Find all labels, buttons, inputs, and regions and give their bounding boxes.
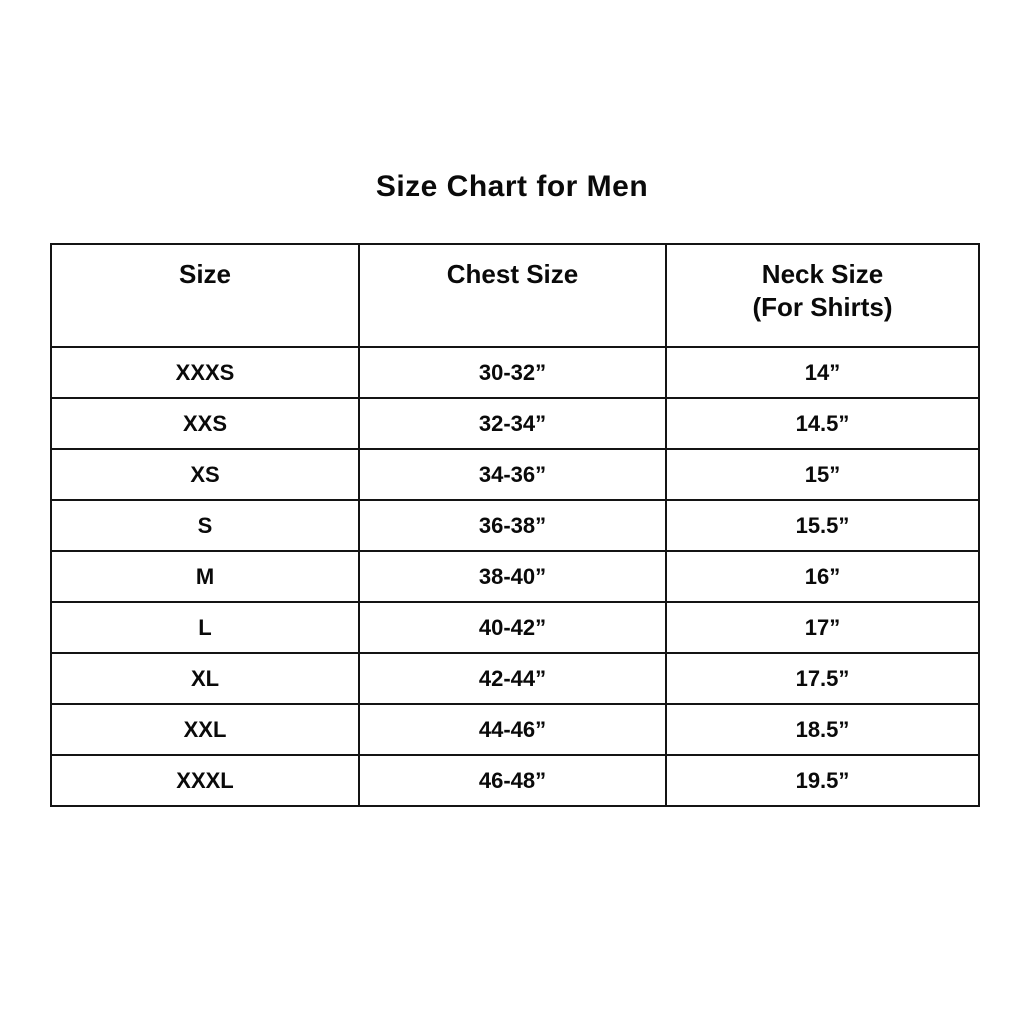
size-cell: XXXL bbox=[50, 754, 360, 807]
column-header-size-label: Size bbox=[178, 259, 232, 289]
table-row: XS 34-36” 15” bbox=[50, 448, 980, 501]
size-chart-table: Size Chest Size Neck Size (For Shirts) X… bbox=[50, 243, 980, 807]
table-row: XXL 44-46” 18.5” bbox=[50, 703, 980, 756]
size-cell: M bbox=[50, 550, 360, 603]
table-row: XXS 32-34” 14.5” bbox=[50, 397, 980, 450]
neck-cell: 16” bbox=[665, 550, 980, 603]
chest-cell: 36-38” bbox=[358, 499, 667, 552]
size-cell: XXXS bbox=[50, 346, 360, 399]
table-row: XL 42-44” 17.5” bbox=[50, 652, 980, 705]
table-row: M 38-40” 16” bbox=[50, 550, 980, 603]
table-row: S 36-38” 15.5” bbox=[50, 499, 980, 552]
size-cell: XS bbox=[50, 448, 360, 501]
size-cell: XXS bbox=[50, 397, 360, 450]
chest-cell: 34-36” bbox=[358, 448, 667, 501]
size-cell: XL bbox=[50, 652, 360, 705]
size-cell: XXL bbox=[50, 703, 360, 756]
column-header-neck-size-label: Neck Size bbox=[761, 259, 884, 289]
column-header-size: Size bbox=[50, 243, 360, 348]
table-row: XXXL 46-48” 19.5” bbox=[50, 754, 980, 807]
neck-cell: 17” bbox=[665, 601, 980, 654]
neck-cell: 15” bbox=[665, 448, 980, 501]
chest-cell: 42-44” bbox=[358, 652, 667, 705]
neck-cell: 15.5” bbox=[665, 499, 980, 552]
neck-cell: 14.5” bbox=[665, 397, 980, 450]
table-row: L 40-42” 17” bbox=[50, 601, 980, 654]
column-header-neck-size: Neck Size (For Shirts) bbox=[665, 243, 980, 348]
header-row: Size Chest Size Neck Size (For Shirts) bbox=[50, 243, 980, 348]
chest-cell: 44-46” bbox=[358, 703, 667, 756]
chest-cell: 32-34” bbox=[358, 397, 667, 450]
column-header-chest-size: Chest Size bbox=[358, 243, 667, 348]
neck-cell: 14” bbox=[665, 346, 980, 399]
table-row: XXXS 30-32” 14” bbox=[50, 346, 980, 399]
page-title: Size Chart for Men bbox=[375, 170, 649, 203]
column-header-chest-size-label: Chest Size bbox=[446, 259, 579, 289]
column-header-neck-size-sublabel: (For Shirts) bbox=[752, 291, 893, 322]
chest-cell: 30-32” bbox=[358, 346, 667, 399]
chest-cell: 38-40” bbox=[358, 550, 667, 603]
neck-cell: 19.5” bbox=[665, 754, 980, 807]
chest-cell: 40-42” bbox=[358, 601, 667, 654]
neck-cell: 18.5” bbox=[665, 703, 980, 756]
chest-cell: 46-48” bbox=[358, 754, 667, 807]
neck-cell: 17.5” bbox=[665, 652, 980, 705]
size-cell: L bbox=[50, 601, 360, 654]
size-cell: S bbox=[50, 499, 360, 552]
